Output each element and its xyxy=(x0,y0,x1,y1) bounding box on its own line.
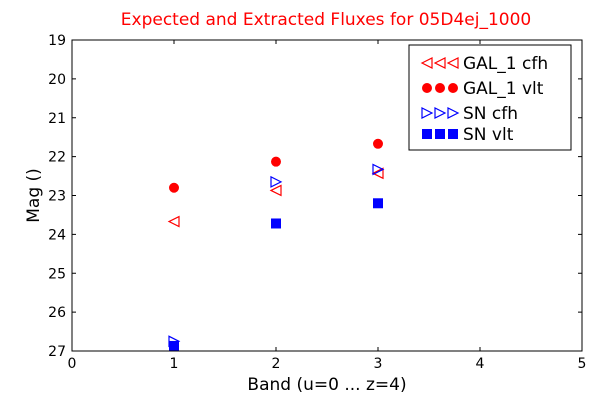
x-tick-labels: 0 1 2 3 4 5 xyxy=(68,356,587,372)
legend-marker xyxy=(422,83,432,93)
data-point-sn-cfh xyxy=(372,163,385,176)
data-point-gal-1-vlt xyxy=(271,156,281,167)
x-tick-label: 0 xyxy=(68,356,77,372)
y-axis-label: Mag () xyxy=(24,168,44,223)
data-point-gal-1-vlt xyxy=(169,182,179,193)
y-tick-label: 23 xyxy=(48,189,66,205)
legend-marker xyxy=(435,83,445,93)
x-axis-label: Band (u=0 ... z=4) xyxy=(247,375,406,395)
legend-marker xyxy=(434,107,447,119)
data-point-sn-vlt xyxy=(169,340,179,351)
x-tick-label: 1 xyxy=(170,356,179,372)
x-tick-label: 4 xyxy=(476,356,485,372)
y-tick-label: 21 xyxy=(48,111,66,127)
y-tick-label: 22 xyxy=(48,150,66,166)
x-tick-label: 2 xyxy=(272,356,281,372)
y-tick-label: 19 xyxy=(48,33,66,49)
data-point-sn-vlt xyxy=(373,198,383,209)
data-point-sn-cfh xyxy=(270,175,283,188)
data-point-sn-vlt xyxy=(271,218,281,229)
data-point-gal-1-vlt xyxy=(373,138,383,149)
y-tick-label: 20 xyxy=(48,72,66,88)
legend-marker xyxy=(435,129,445,139)
legend-marker xyxy=(447,107,460,119)
legend-marker xyxy=(421,107,434,119)
plot-frame xyxy=(71,39,583,352)
legend-marker xyxy=(448,83,458,93)
y-tick-label: 25 xyxy=(48,266,66,282)
data-point-gal-1-cfh xyxy=(371,167,384,180)
y-tick-label: 24 xyxy=(48,227,66,243)
data-point-gal-1-cfh xyxy=(269,184,282,197)
legend-marker xyxy=(422,129,432,139)
x-tick-label: 5 xyxy=(578,356,587,372)
y-tick-label: 26 xyxy=(48,305,66,321)
points-layer xyxy=(167,138,385,351)
legend-markers xyxy=(420,57,460,139)
x-tick-label: 3 xyxy=(374,356,383,372)
legend-label: GAL_1 vlt xyxy=(463,79,544,99)
legend-label: SN vlt xyxy=(463,125,514,145)
legend-marker xyxy=(420,57,433,69)
legend-marker xyxy=(433,57,446,69)
y-tick-labels: 19 20 21 22 23 24 25 26 27 xyxy=(48,33,66,360)
legend-marker xyxy=(448,129,458,139)
chart-title: Expected and Extracted Fluxes for 05D4ej… xyxy=(121,10,531,30)
data-point-gal-1-cfh xyxy=(167,215,180,228)
legend-marker xyxy=(446,57,459,69)
y-tick-label: 27 xyxy=(48,344,66,360)
legend-label: SN cfh xyxy=(463,104,518,124)
legend-label: GAL_1 cfh xyxy=(463,54,548,74)
